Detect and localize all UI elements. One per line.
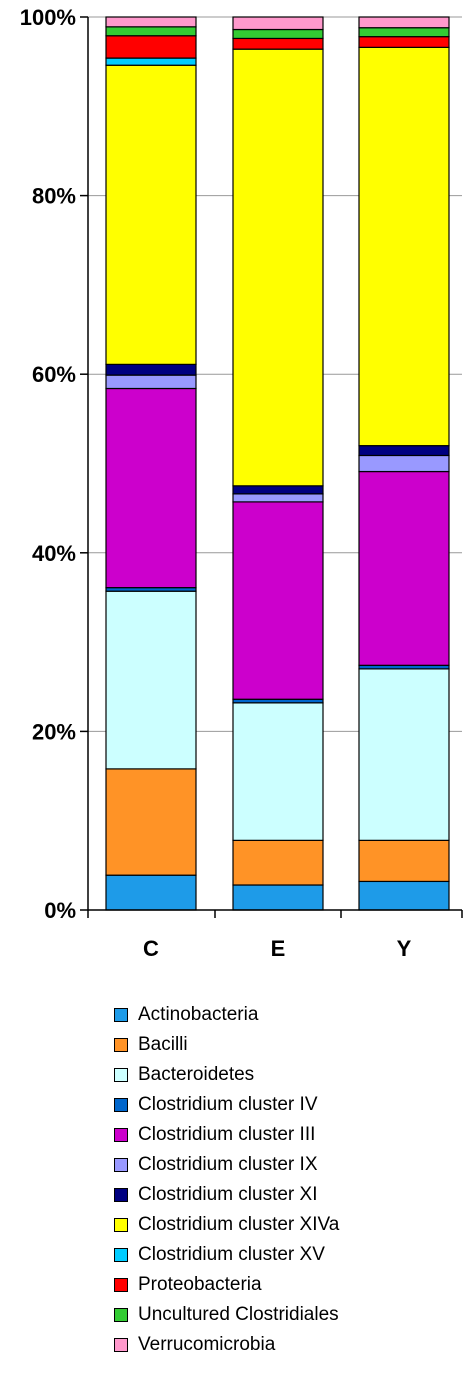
bar-segment-clostridium-cluster-xi — [232, 485, 324, 495]
legend-item: Clostridium cluster IV — [114, 1090, 339, 1120]
legend-item: Clostridium cluster XI — [114, 1180, 339, 1210]
y-tick-label: 100% — [20, 5, 76, 30]
bar-segment-proteobacteria — [358, 36, 450, 48]
bar-segment-clostridium-cluster-iii — [358, 470, 450, 666]
x-tick-label: Y — [397, 936, 412, 961]
bar-segment-proteobacteria — [232, 37, 324, 50]
legend-label: Clostridium cluster XIVa — [138, 1214, 340, 1235]
bar-segment-uncultured-clostridiales — [358, 27, 450, 38]
bar-segment-bacilli — [105, 768, 197, 876]
bar-segment-clostridium-cluster-iii — [232, 501, 324, 700]
bar-segment-clostridium-cluster-iii — [105, 387, 197, 589]
bar-segment-clostridium-cluster-ix — [105, 374, 197, 390]
legend-swatch — [114, 1128, 128, 1142]
bar-segment-clostridium-cluster-xiva — [105, 64, 197, 365]
y-tick-label: 40% — [32, 541, 76, 566]
x-tick-label: E — [271, 936, 286, 961]
bar-segment-bacilli — [232, 839, 324, 886]
x-tick-label: C — [143, 936, 159, 961]
legend: Actinobacteria Bacilli Bacteroidetes Clostr… — [114, 1000, 339, 1360]
stacked-bar-chart: 0% 20% 40% 60% 80% 100% C E Y — [20, 5, 463, 961]
legend-swatch — [114, 1338, 128, 1352]
legend-label: Clostridium cluster III — [138, 1124, 316, 1145]
legend-item: Clostridium cluster XIVa — [114, 1210, 339, 1240]
legend-swatch — [114, 1098, 128, 1112]
y-tick-label: 80% — [32, 184, 76, 209]
bar-stack-e — [232, 16, 324, 911]
bar-segment-clostridium-cluster-ix — [232, 493, 324, 503]
legend-item: Bacteroidetes — [114, 1060, 339, 1090]
legend-item: Clostridium cluster XV — [114, 1240, 339, 1270]
bar-segment-verrucomicrobia — [232, 16, 324, 31]
bar-segment-clostridium-cluster-xiva — [358, 46, 450, 447]
legend-label: Actinobacteria — [138, 1004, 259, 1025]
bar-segment-verrucomicrobia — [105, 16, 197, 28]
legend-label: Uncultured Clostridiales — [138, 1304, 339, 1325]
bar-segment-uncultured-clostridiales — [105, 26, 197, 37]
bar-segment-clostridium-cluster-xi — [105, 363, 197, 376]
legend-swatch — [114, 1188, 128, 1202]
bar-segment-bacteroidetes — [358, 668, 450, 841]
legend-label: Clostridium cluster IX — [138, 1154, 318, 1175]
legend-label: Clostridium cluster IV — [138, 1094, 318, 1115]
y-tick-label: 20% — [32, 719, 76, 744]
legend-label: Bacilli — [138, 1034, 188, 1055]
bar-segment-actinobacteria — [105, 874, 197, 911]
legend-label: Bacteroidetes — [138, 1064, 255, 1085]
bar-segment-clostridium-cluster-ix — [358, 454, 450, 473]
legend-label: Proteobacteria — [138, 1274, 262, 1295]
legend-swatch — [114, 1158, 128, 1172]
bar-segment-clostridium-cluster-xiva — [232, 48, 324, 487]
legend-swatch — [114, 1038, 128, 1052]
legend-item: Clostridium cluster IX — [114, 1150, 339, 1180]
bars — [105, 16, 450, 911]
y-tick-label: 0% — [44, 898, 76, 923]
legend-swatch — [114, 1218, 128, 1232]
legend-item: Actinobacteria — [114, 1000, 339, 1030]
bar-stack-c — [105, 16, 197, 911]
legend-swatch — [114, 1068, 128, 1082]
bar-segment-proteobacteria — [105, 35, 197, 59]
bar-segment-bacteroidetes — [105, 590, 197, 770]
legend-swatch — [114, 1308, 128, 1322]
bar-segment-clostridium-cluster-xv — [105, 57, 197, 66]
legend-swatch — [114, 1278, 128, 1292]
y-axis-ticks: 0% 20% 40% 60% 80% 100% — [20, 5, 88, 923]
bar-segment-actinobacteria — [358, 880, 450, 911]
legend-item: Verrucomicrobia — [114, 1330, 339, 1360]
bar-segment-uncultured-clostridiales — [232, 28, 324, 40]
bar-segment-bacteroidetes — [232, 702, 324, 841]
axes — [87, 17, 462, 911]
legend-swatch — [114, 1008, 128, 1022]
bar-segment-verrucomicrobia — [358, 16, 450, 29]
legend-item: Uncultured Clostridiales — [114, 1300, 339, 1330]
legend-label: Verrucomicrobia — [138, 1334, 276, 1355]
bar-stack-y — [358, 16, 450, 911]
bar-segment-bacilli — [358, 839, 450, 883]
legend-item: Clostridium cluster III — [114, 1120, 339, 1150]
legend-label: Clostridium cluster XV — [138, 1244, 325, 1265]
legend-swatch — [114, 1248, 128, 1262]
legend-label: Clostridium cluster XI — [138, 1184, 318, 1205]
y-tick-label: 60% — [32, 362, 76, 387]
legend-item: Proteobacteria — [114, 1270, 339, 1300]
bar-segment-clostridium-cluster-xi — [358, 445, 450, 457]
legend-item: Bacilli — [114, 1030, 339, 1060]
bar-segment-actinobacteria — [232, 884, 324, 911]
